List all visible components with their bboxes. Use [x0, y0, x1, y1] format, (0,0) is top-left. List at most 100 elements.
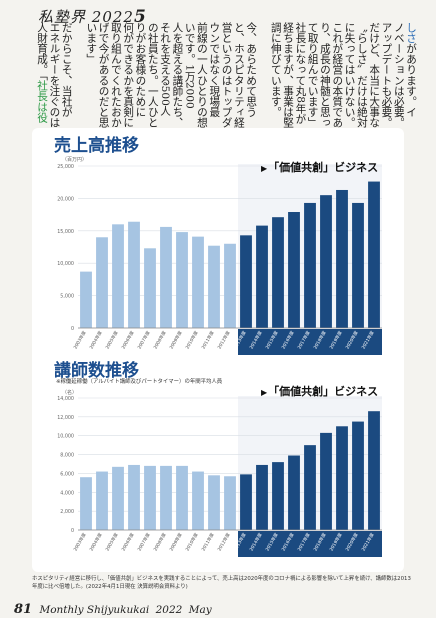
footer-month: May: [188, 604, 212, 616]
bar: [304, 445, 316, 530]
text-column: げで今があるのだと思: [97, 22, 111, 130]
x-tick-label: 2011年度: [200, 531, 216, 552]
text-segment: の社員たち。一人ひと: [146, 22, 159, 128]
x-tick-label: 2003年度: [72, 329, 88, 350]
page-footer: 81 Monthly Shijyukukai 2022 May: [14, 602, 215, 617]
highlight-label-band: [238, 329, 382, 355]
text-column: それを支える500人: [158, 22, 172, 130]
y-tick-label: 8,000: [60, 453, 74, 459]
text-segment: しさ: [405, 22, 418, 44]
text-column: 取り組んでくれたおか: [109, 22, 123, 130]
text-column: り、成長の神髄と思っ: [318, 22, 332, 130]
text-segment: 社長になって丸8年が: [294, 22, 307, 125]
highlight-label-band: [238, 531, 382, 557]
triangle-icon: ▶: [261, 388, 268, 397]
badge-text: 「価値共創」ビジネス: [268, 161, 379, 174]
text-column: 調に伸びています。: [269, 22, 283, 130]
figure-caption: ホスピタリティ経営に移行し、「価値共創」ビジネスを実践することによって、売上高は…: [32, 576, 411, 590]
y-tick-label: 0: [71, 326, 74, 332]
text-segment: 取り組んでくれたおか: [109, 22, 122, 128]
text-segment: ノベーションは必要。: [392, 22, 405, 128]
text-segment: 調に伸びています。: [269, 22, 282, 118]
bar: [112, 224, 124, 328]
bar: [224, 476, 236, 530]
x-tick-label: 2012年度: [216, 531, 232, 552]
bar: [208, 245, 220, 328]
chart-badge-sales: ▶「価値共創」ビジネス: [261, 159, 378, 175]
y-tick-label: 20,000: [57, 196, 74, 202]
text-column: 何ができるかを真剣に: [121, 22, 135, 130]
x-tick-label: 2008年度: [152, 329, 168, 350]
bar: [256, 464, 268, 530]
text-column: 前線の一人ひとりの想: [195, 22, 209, 130]
bar: [192, 471, 204, 530]
y-tick-label: 25,000: [57, 164, 74, 170]
bar: [368, 411, 380, 530]
y-tick-label: 6,000: [60, 471, 74, 477]
badge-text: 「価値共創」ビジネス: [268, 385, 379, 398]
text-column: いです。1万2000: [183, 22, 197, 130]
x-tick-label: 2009年度: [168, 531, 184, 552]
bar: [176, 465, 188, 530]
chart-badge-instructors: ▶「価値共創」ビジネス: [261, 383, 378, 399]
text-segment: エネルギーを注ぐのは: [48, 22, 61, 128]
bar: [176, 232, 188, 328]
x-tick-label: 2006年度: [120, 531, 136, 552]
x-tick-label: 2009年度: [168, 329, 184, 350]
bar: [128, 221, 140, 328]
bar: [96, 237, 108, 328]
text-segment: アップデートも必要。: [380, 22, 393, 128]
text-segment: げで今があるのだと思: [97, 22, 110, 128]
x-tick-label: 2007年度: [136, 329, 152, 350]
text-segment: 今、あらためて思う: [245, 22, 258, 118]
bar: [288, 455, 300, 530]
text-column: ウンではなく現場最: [207, 22, 221, 130]
bar: [80, 271, 92, 328]
text-segment: 社長は役: [36, 80, 49, 123]
bar: [112, 466, 124, 530]
y-tick-label: 0: [71, 528, 74, 534]
text-column: りがお客様のために: [133, 22, 147, 130]
bar: [352, 421, 364, 530]
bar: [320, 432, 332, 530]
text-column: 社長になって丸8年が: [293, 22, 307, 130]
y-tick-label: 4,000: [60, 490, 74, 496]
bar: [336, 426, 348, 530]
text-segment: それを支える500人: [159, 22, 172, 117]
text-segment: 前線の一人ひとりの想: [195, 22, 208, 128]
magazine-header: 私塾界 20225: [38, 6, 147, 27]
text-segment: 経ちますが、事業は堅: [282, 22, 295, 128]
text-column: 人財育成。「社長は役: [35, 22, 49, 130]
text-segment: ウンではなく現場最: [208, 22, 221, 118]
page-number: 81: [14, 602, 33, 617]
x-tick-label: 2012年度: [216, 329, 232, 350]
bar: [80, 477, 92, 530]
bar: [288, 212, 300, 328]
text-column: しさがあります。イ: [404, 22, 418, 130]
text-segment: りがお客様のために: [134, 22, 147, 118]
text-column: 人を超える講師たち、: [170, 22, 184, 130]
x-tick-label: 2010年度: [184, 329, 200, 350]
y-tick-label: 14,000: [57, 396, 74, 402]
x-tick-label: 2004年度: [88, 531, 104, 552]
text-segment: に失ってはいけない。: [343, 22, 356, 128]
text-segment: 〝らしさ〟だけは絶対: [355, 22, 368, 128]
text-column: 今、あらためて思う: [244, 22, 258, 130]
x-tick-label: 2003年度: [72, 531, 88, 552]
y-tick-label: 5,000: [60, 294, 74, 300]
y-tick-label: 12,000: [57, 415, 74, 421]
header-title: 私塾界: [38, 8, 87, 26]
chart-title-sales: 売上高推移: [54, 136, 139, 156]
x-tick-label: 2004年度: [88, 329, 104, 350]
bar: [240, 235, 252, 328]
bar: [336, 189, 348, 328]
text-segment: 人財育成。「: [36, 22, 49, 81]
text-column: だからこそ、当社が: [60, 22, 74, 130]
text-column: ノベーションは必要。: [392, 22, 406, 130]
bar: [96, 471, 108, 530]
footer-year: 2022: [155, 604, 183, 616]
triangle-icon: ▶: [261, 164, 268, 173]
text-segment: います」: [85, 22, 98, 65]
x-tick-label: 2005年度: [104, 531, 120, 552]
